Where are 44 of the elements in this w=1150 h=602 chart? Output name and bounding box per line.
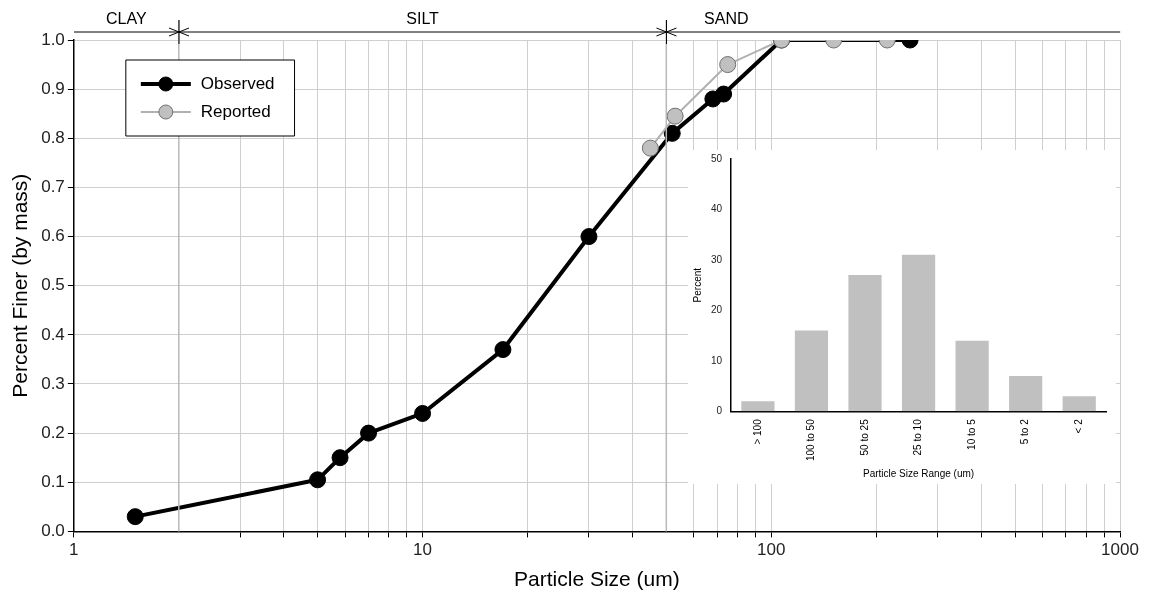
y-tick-label: 0.4 <box>41 324 65 344</box>
y-tick-label: 0.6 <box>41 226 65 246</box>
y-tick-label: 0.1 <box>41 471 65 491</box>
y-tick-label: 0.0 <box>41 521 65 541</box>
y-tick-label: 0.2 <box>41 422 65 442</box>
text: SAND <box>704 10 749 28</box>
y-tick-label: 0.3 <box>41 373 65 393</box>
x-tick-label: 1 <box>69 540 79 560</box>
x-axis-title: Particle Size (um) <box>514 567 680 591</box>
y-tick-label: 1.0 <box>41 29 65 49</box>
bar <box>955 340 989 412</box>
x-tick-label: 25 to 10 <box>912 418 924 456</box>
text: CLAY <box>106 10 147 28</box>
x-tick-label: > 100 <box>751 418 763 445</box>
bar <box>901 254 936 412</box>
x-tick-label: 5 to 2 <box>1019 418 1031 445</box>
y-tick-label: 0.5 <box>41 275 65 295</box>
y-tick-label: 40 <box>711 203 723 215</box>
y-tick-label: 0.8 <box>41 127 65 147</box>
x-tick-label: 50 to 25 <box>858 418 870 456</box>
bar <box>848 275 882 412</box>
y-tick-label: 0 <box>716 405 723 417</box>
y-tick-label: 10 <box>711 354 723 366</box>
text: SILT <box>406 10 440 28</box>
x-tick-label: 100 <box>757 540 786 560</box>
x-tick-label: 1000 <box>1101 540 1139 560</box>
y-tick-label: 50 <box>711 152 723 164</box>
y-tick-label: 20 <box>711 304 723 316</box>
y-axis-title: Percent <box>691 267 703 303</box>
y-tick-label: 30 <box>711 253 723 265</box>
x-tick-label: 10 to 5 <box>965 418 977 450</box>
x-tick-label: < 2 <box>1072 418 1084 434</box>
x-axis-title: Particle Size Range (um) <box>862 467 975 479</box>
x-tick-label: 100 to 50 <box>805 418 817 462</box>
y-tick-label: 0.9 <box>41 78 65 98</box>
y-tick-label: 0.7 <box>41 177 65 197</box>
legend-label: Observed <box>200 73 275 93</box>
bar <box>1009 375 1043 412</box>
bar <box>741 401 775 412</box>
bar <box>1062 396 1096 412</box>
y-axis-title: Percent Finer (by mass) <box>8 173 32 398</box>
x-tick-label: 10 <box>413 540 433 560</box>
bar <box>794 330 829 412</box>
legend-label: Reported <box>200 101 271 121</box>
